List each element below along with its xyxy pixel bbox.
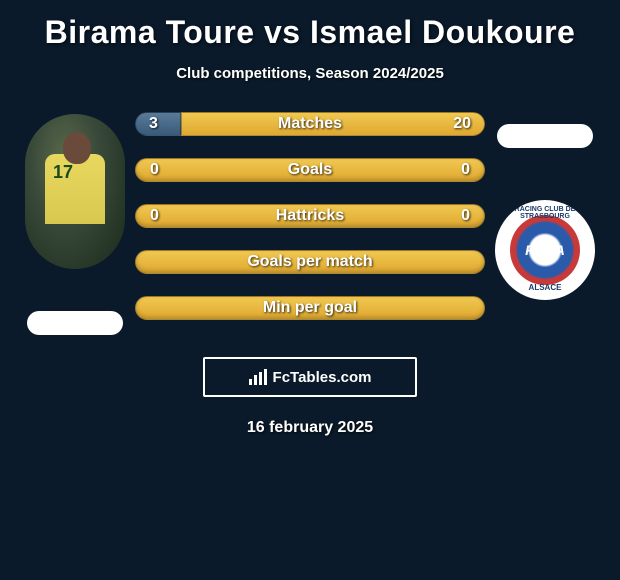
comparison-card: Birama Toure vs Ismael Doukoure Club com…	[0, 0, 620, 447]
brand-text: FcTables.com	[273, 369, 372, 386]
bar-chart-icon	[249, 369, 269, 385]
club-logo-rings: RCSA	[510, 215, 580, 285]
left-column: 17	[15, 112, 135, 335]
player-photo-left: 17	[25, 114, 125, 269]
brand-box: FcTables.com	[203, 357, 417, 397]
stat-value-right: 0	[461, 161, 470, 179]
stat-value-left: 0	[150, 207, 159, 225]
stat-value-left: 0	[150, 161, 159, 179]
main-row: 17 3 Matches 20 0 Goals 0 0 Hattricks 0 Goals per…	[0, 112, 620, 335]
stat-label: Matches	[278, 115, 342, 133]
club-logo-top-text: RACING CLUB DE STRASBOURG	[495, 206, 595, 220]
stat-label: Min per goal	[263, 299, 357, 317]
stat-value-right: 0	[461, 207, 470, 225]
player-head	[63, 132, 91, 164]
right-column: RACING CLUB DE STRASBOURG RCSA ALSACE	[485, 112, 605, 300]
club-logo-bottom-text: ALSACE	[529, 283, 562, 292]
stat-label: Goals per match	[247, 253, 372, 271]
placeholder-pill-right	[497, 124, 593, 148]
club-logo-right: RACING CLUB DE STRASBOURG RCSA ALSACE	[495, 200, 595, 300]
date-text: 16 february 2025	[247, 419, 373, 437]
jersey-number: 17	[53, 162, 73, 183]
stat-value-left: 3	[149, 115, 158, 133]
stat-value-right: 20	[453, 115, 471, 133]
stat-bar-matches: 3 Matches 20	[135, 112, 485, 136]
stat-bar-hattricks: 0 Hattricks 0	[135, 204, 485, 228]
subtitle: Club competitions, Season 2024/2025	[176, 65, 444, 82]
stat-bar-goals-per-match: Goals per match	[135, 250, 485, 274]
stat-bar-goals: 0 Goals 0	[135, 158, 485, 182]
stat-label: Goals	[288, 161, 332, 179]
stat-label: Hattricks	[276, 207, 344, 225]
club-logo-abbr: RCSA	[525, 242, 565, 258]
stat-bar-min-per-goal: Min per goal	[135, 296, 485, 320]
stats-column: 3 Matches 20 0 Goals 0 0 Hattricks 0 Goals per ma…	[135, 112, 485, 320]
placeholder-pill-left	[27, 311, 123, 335]
page-title: Birama Toure vs Ismael Doukoure	[45, 14, 576, 51]
